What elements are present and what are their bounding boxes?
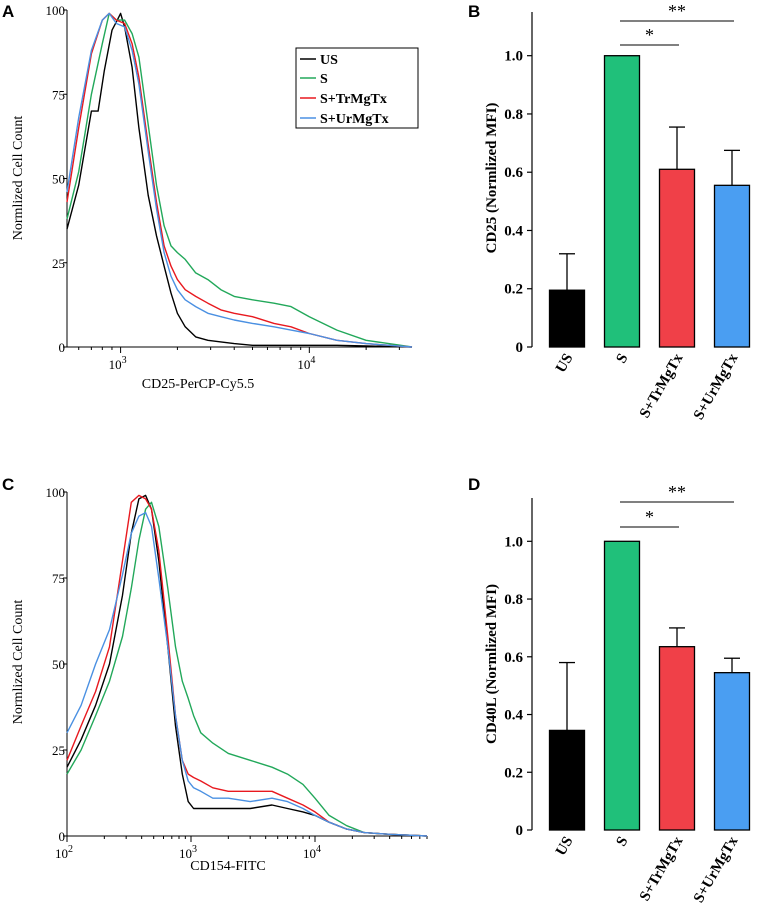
legend-entry-urmgtx: S+UrMgTx [320,112,389,127]
bar-chart-b: CD25 (Normlized MFI) 0 0.2 0.4 0.6 0.8 1.0 US S… [484,1,751,423]
series-line-us [66,12,413,348]
y-tick-label: 1.0 [504,49,523,65]
y-tick-label: 0.2 [504,765,523,781]
legend-entry-trmgtx: S+TrMgTx [320,92,387,107]
series-line-s-urmgtx [66,511,428,837]
x-category-label: S+TrMgTx [637,351,687,421]
y-tick-label: 50 [52,172,65,187]
x-axis-label: CD154-FITC [190,859,265,874]
y-tick-label: 0.8 [504,592,523,608]
y-tick-label: 100 [46,485,66,500]
legend-entry-us: US [320,53,338,68]
x-tick-exponent: 4 [310,355,315,366]
panel-label-a: A [2,2,14,21]
y-axis-label: CD25 (Normlized MFI) [484,103,500,254]
x-category-label: S+UrMgTx [691,834,742,906]
y-tick-label: 75 [52,87,65,102]
series-line-s-trmgtx [66,494,428,837]
x-category-label: S [613,834,631,849]
x-category-label: US [553,834,576,859]
bar-s [603,540,641,831]
y-tick-label: 0.4 [504,223,523,239]
y-tick-label: 0 [59,340,66,355]
x-tick-base: 10 [55,846,68,861]
panel-label-c: C [2,475,14,494]
significance-marker: * [645,507,654,527]
y-axis-label: CD40L (Normlized MFI) [484,584,500,744]
x-tick-label: 103 [179,844,197,861]
y-tick-label: 0.6 [504,165,523,181]
y-tick-label: 0.6 [504,650,523,666]
x-tick-base: 10 [109,357,122,372]
significance-marker: ** [668,482,686,502]
x-tick-label: 102 [55,844,73,861]
histogram-chart-a: Normlized Cell Count CD25-PerCP-Cy5.5 0 2… [11,3,419,392]
y-tick-label: 75 [52,571,65,586]
series-line-s-urmgtx [66,12,413,348]
bar-us [548,729,586,831]
bar-s-urmgtx [713,184,751,348]
bar-s [603,55,641,348]
y-tick-label: 0.2 [504,282,523,298]
x-tick-exponent: 3 [122,355,127,366]
panel-label-d: D [468,475,480,494]
bar-us [548,289,586,348]
legend-entry-s: S [320,72,328,87]
y-tick-label: 25 [52,743,65,758]
bar-s-urmgtx [713,672,751,831]
y-tick-label: 0 [516,823,524,839]
y-tick-label: 1.0 [504,534,523,550]
y-tick-label: 0 [59,829,66,844]
y-tick-label: 0.8 [504,107,523,123]
y-tick-label: 50 [52,657,65,672]
x-category-label: S+UrMgTx [691,351,742,423]
x-tick-label: 104 [297,355,315,372]
bar-chart-d: CD40L (Normlized MFI) 0 0.2 0.4 0.6 0.8 1.0 US… [484,482,751,906]
y-tick-label: 0 [516,340,524,356]
y-tick-label: 25 [52,256,65,271]
y-axis-label: Normlized Cell Count [11,600,26,725]
bar-s-trmgtx [658,646,696,831]
x-tick-label: 104 [303,844,321,861]
x-tick-label: 103 [109,355,127,372]
legend: US S S+TrMgTx S+UrMgTx [295,47,419,129]
x-category-label: S [613,351,631,366]
panel-label-b: B [468,2,480,21]
x-category-label: US [553,351,576,376]
x-tick-exponent: 3 [192,844,197,855]
y-axis-label: Normlized Cell Count [11,116,26,241]
x-tick-exponent: 2 [68,844,73,855]
significance-marker: ** [668,1,686,21]
y-tick-label: 0.4 [504,708,523,724]
x-tick-base: 10 [297,357,310,372]
x-category-label: S+TrMgTx [637,834,687,904]
x-axis-label: CD25-PerCP-Cy5.5 [142,377,254,392]
x-tick-base: 10 [179,846,192,861]
legend-box [295,47,419,129]
series-line-us [66,494,428,837]
y-tick-label: 100 [46,3,66,18]
bar-s-trmgtx [658,168,696,348]
x-tick-exponent: 4 [316,844,321,855]
x-tick-base: 10 [303,846,316,861]
significance-marker: * [645,25,654,45]
series-line-s [66,501,428,837]
histogram-chart-c: Normlized Cell Count CD154-FITC 0 25 50 75 1… [11,485,428,874]
